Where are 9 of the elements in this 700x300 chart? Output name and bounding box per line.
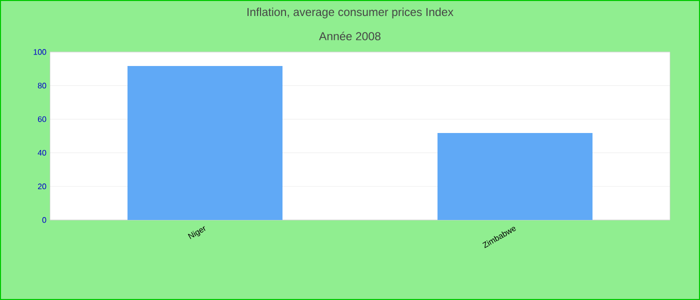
- chart-subtitle: Année 2008: [319, 32, 380, 40]
- y-tick-label: 100: [34, 49, 46, 55]
- y-tick-label: 0: [42, 217, 46, 223]
- x-tick-label: Niger: [188, 226, 206, 240]
- y-tick-label: 40: [38, 150, 46, 156]
- y-tick-label: 60: [38, 116, 46, 122]
- chart-title: Inflation, average consumer prices Index: [248, 8, 454, 18]
- y-tick-label: 80: [38, 82, 46, 88]
- y-tick-label: 20: [38, 184, 46, 190]
